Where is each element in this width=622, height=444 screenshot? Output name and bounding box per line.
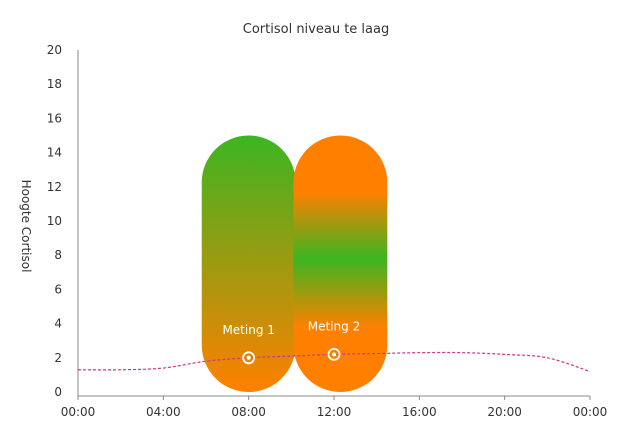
x-tick-label: 16:00 xyxy=(402,405,437,419)
y-ticks: 0 2 4 6 8 10 12 14 16 18 20 xyxy=(47,43,62,399)
y-tick-label: 16 xyxy=(47,111,62,125)
x-tick-label: 12:00 xyxy=(317,405,352,419)
y-tick-label: 12 xyxy=(47,180,62,194)
y-tick-label: 10 xyxy=(47,214,62,228)
y-tick-label: 0 xyxy=(54,385,62,399)
y-tick-label: 2 xyxy=(54,351,62,365)
measurement-label: Meting 2 xyxy=(308,319,360,333)
y-tick-label: 18 xyxy=(47,77,62,91)
measurement-marker-dot xyxy=(332,352,336,357)
y-axis-label: Hoogte Cortisol xyxy=(19,180,33,273)
x-tick-label: 04:00 xyxy=(146,405,181,419)
measurement-marker[interactable] xyxy=(327,347,341,361)
x-tick-label: 00:00 xyxy=(573,405,608,419)
chart-title: Cortisol niveau te laag xyxy=(243,22,389,37)
x-tick-label: 00:00 xyxy=(61,405,96,419)
x-tick-label: 20:00 xyxy=(487,405,522,419)
measurement-label: Meting 1 xyxy=(222,323,274,337)
y-tick-label: 20 xyxy=(47,43,62,57)
y-tick-label: 4 xyxy=(54,317,62,331)
y-tick-label: 6 xyxy=(54,282,62,296)
range-bars xyxy=(201,135,388,392)
y-tick-label: 14 xyxy=(47,146,62,160)
x-ticks: 00:00 04:00 08:00 12:00 16:00 20:00 00:00 xyxy=(61,396,608,419)
y-tick-label: 8 xyxy=(54,248,62,262)
range-bar-meting-1 xyxy=(201,135,296,392)
measurement-markers: Meting 1 Meting 2 xyxy=(222,319,360,365)
range-bar-meting-2 xyxy=(293,135,388,392)
x-tick-label: 08:00 xyxy=(231,405,266,419)
measurement-marker[interactable] xyxy=(242,351,256,365)
measurement-marker-dot xyxy=(246,355,251,360)
